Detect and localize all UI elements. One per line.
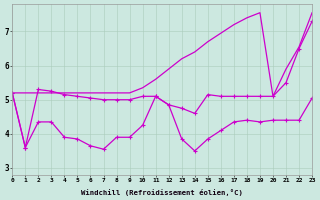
X-axis label: Windchill (Refroidissement éolien,°C): Windchill (Refroidissement éolien,°C) [81,189,243,196]
